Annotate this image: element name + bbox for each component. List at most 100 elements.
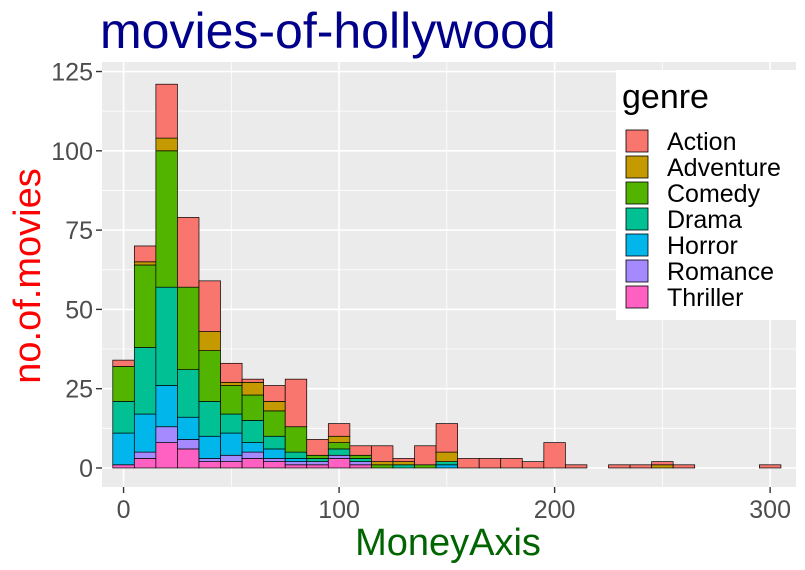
y-tick-label: 25 xyxy=(65,376,93,404)
legend-label-drama: Drama xyxy=(667,206,742,234)
legend-title: genre xyxy=(622,78,709,116)
legend-label-horror: Horror xyxy=(667,232,738,260)
legend-label-adventure: Adventure xyxy=(667,154,781,182)
bar-drama-100 xyxy=(327,448,351,456)
bar-action-140 xyxy=(414,445,437,466)
bar-romance-30 xyxy=(177,439,200,450)
bar-horror-60 xyxy=(241,442,264,453)
bar-drama-20 xyxy=(155,286,178,386)
bar-action-30 xyxy=(177,217,200,288)
bar-drama-110 xyxy=(349,458,372,462)
bar-adventure-20 xyxy=(155,137,178,152)
bar-adventure-70 xyxy=(263,401,286,412)
bar-romance-20 xyxy=(155,426,178,443)
bar-comedy-100 xyxy=(327,442,351,450)
bar-comedy-90 xyxy=(306,454,329,459)
bar-thriller-40 xyxy=(198,461,221,469)
bar-action-240 xyxy=(629,464,652,469)
bar-horror-20 xyxy=(155,385,178,428)
y-tick-label: 125 xyxy=(51,59,93,87)
bar-horror-150 xyxy=(435,464,458,469)
legend-label-romance: Romance xyxy=(667,258,774,286)
bar-romance-60 xyxy=(241,451,264,459)
x-tick-label: 0 xyxy=(117,496,131,524)
bar-thriller-100 xyxy=(327,458,351,469)
bar-action-100 xyxy=(327,423,351,437)
bar-action-200 xyxy=(543,442,566,469)
bar-action-60 xyxy=(241,378,264,383)
bar-comedy-70 xyxy=(263,410,286,437)
x-axis-label: MoneyAxis xyxy=(355,522,541,564)
y-tick-label: 50 xyxy=(65,296,93,324)
x-tick-label: 100 xyxy=(318,496,360,524)
bar-action-40 xyxy=(198,280,221,332)
legend-swatch-horror xyxy=(625,233,649,257)
bar-romance-50 xyxy=(220,454,243,462)
legend-label-action: Action xyxy=(667,128,736,156)
bar-comedy-120 xyxy=(371,464,394,469)
bar-horror-10 xyxy=(133,413,157,453)
bar-comedy-80 xyxy=(284,426,308,453)
histogram-bars xyxy=(112,83,782,469)
y-tick-label: 0 xyxy=(79,455,93,483)
bar-romance-10 xyxy=(133,451,157,459)
bar-drama-30 xyxy=(177,369,200,418)
bar-action-120 xyxy=(371,445,394,462)
bar-drama-10 xyxy=(133,347,157,415)
legend-swatch-action xyxy=(625,129,649,153)
bar-action-50 xyxy=(220,362,243,383)
bar-thriller-90 xyxy=(306,464,329,469)
bar-adventure-60 xyxy=(241,381,264,396)
bar-drama-130 xyxy=(392,464,415,469)
legend-swatch-adventure xyxy=(625,155,649,179)
bar-action-300 xyxy=(759,464,782,469)
legend-label-thriller: Thriller xyxy=(667,284,743,312)
y-tick-label: 75 xyxy=(65,217,93,245)
bar-drama-80 xyxy=(284,451,308,459)
bar-comedy-20 xyxy=(155,150,178,288)
bar-action-0 xyxy=(112,359,135,367)
legend-swatch-comedy xyxy=(625,181,649,205)
legend-swatch-thriller xyxy=(625,285,649,309)
bar-thriller-70 xyxy=(263,461,286,469)
bar-action-130 xyxy=(392,458,415,462)
bar-action-160 xyxy=(457,458,480,469)
bar-action-250 xyxy=(651,461,674,466)
bar-romance-100 xyxy=(327,454,351,459)
legend-items: ActionAdventureComedyDramaHorrorRomanceT… xyxy=(625,128,781,312)
bar-comedy-30 xyxy=(177,286,200,370)
bar-adventure-10 xyxy=(133,261,157,266)
bar-horror-0 xyxy=(112,432,135,466)
bar-adventure-50 xyxy=(220,381,243,386)
bar-action-70 xyxy=(263,385,286,402)
bar-drama-40 xyxy=(198,401,221,437)
bar-action-260 xyxy=(672,464,696,469)
bar-action-10 xyxy=(133,245,157,263)
bar-action-170 xyxy=(478,458,502,469)
bar-thriller-20 xyxy=(155,442,178,469)
bar-comedy-140 xyxy=(414,464,437,469)
bar-adventure-100 xyxy=(327,435,351,443)
bar-horror-30 xyxy=(177,416,200,440)
bar-drama-60 xyxy=(241,420,264,443)
x-tick-label: 200 xyxy=(534,496,576,524)
bar-action-90 xyxy=(306,439,329,456)
bar-thriller-50 xyxy=(220,461,243,469)
bar-romance-70 xyxy=(263,458,286,462)
bar-action-110 xyxy=(349,445,372,456)
bar-action-190 xyxy=(521,461,545,469)
bar-adventure-130 xyxy=(392,461,415,466)
bar-romance-90 xyxy=(306,461,329,466)
bar-thriller-10 xyxy=(133,458,157,469)
bar-comedy-0 xyxy=(112,366,135,402)
bar-comedy-50 xyxy=(220,385,243,415)
legend-swatch-drama xyxy=(625,207,649,231)
bar-thriller-30 xyxy=(177,448,200,469)
bar-action-180 xyxy=(500,458,523,469)
bar-comedy-40 xyxy=(198,350,221,402)
bar-action-80 xyxy=(284,378,308,428)
bar-comedy-60 xyxy=(241,394,264,421)
legend-swatch-romance xyxy=(625,259,649,283)
y-axis-label: no.of.movies xyxy=(7,168,49,383)
bar-drama-50 xyxy=(220,413,243,434)
